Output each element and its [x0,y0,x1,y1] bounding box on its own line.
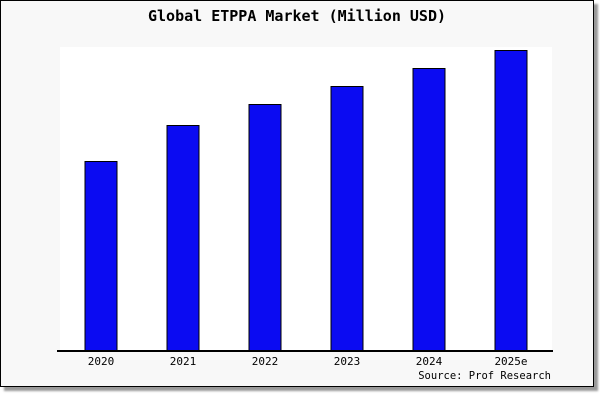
source-attribution: Source: Prof Research [418,370,551,382]
x-tick-label-2025e: 2025e [494,355,528,368]
x-tick-label-2022: 2022 [251,355,279,368]
x-axis-line [57,350,553,352]
x-tick-label-2023: 2023 [333,355,361,368]
bar-2025e [494,50,528,350]
bar-2021 [166,125,200,350]
bar-2023 [330,86,364,350]
chart-title: Global ETPPA Market (Million USD) [147,7,446,25]
bar-2022 [248,104,282,350]
x-tick-label-2021: 2021 [169,355,197,368]
bar-2024 [412,68,446,350]
plot-area [60,47,552,350]
x-axis-labels: 2020 2021 2022 2023 2024 2025e [60,355,552,369]
chart-frame: Global ETPPA Market (Million USD) 2020 20… [0,0,594,387]
x-tick-label-2020: 2020 [87,355,115,368]
bar-2020 [84,161,118,350]
x-tick-label-2024: 2024 [415,355,443,368]
